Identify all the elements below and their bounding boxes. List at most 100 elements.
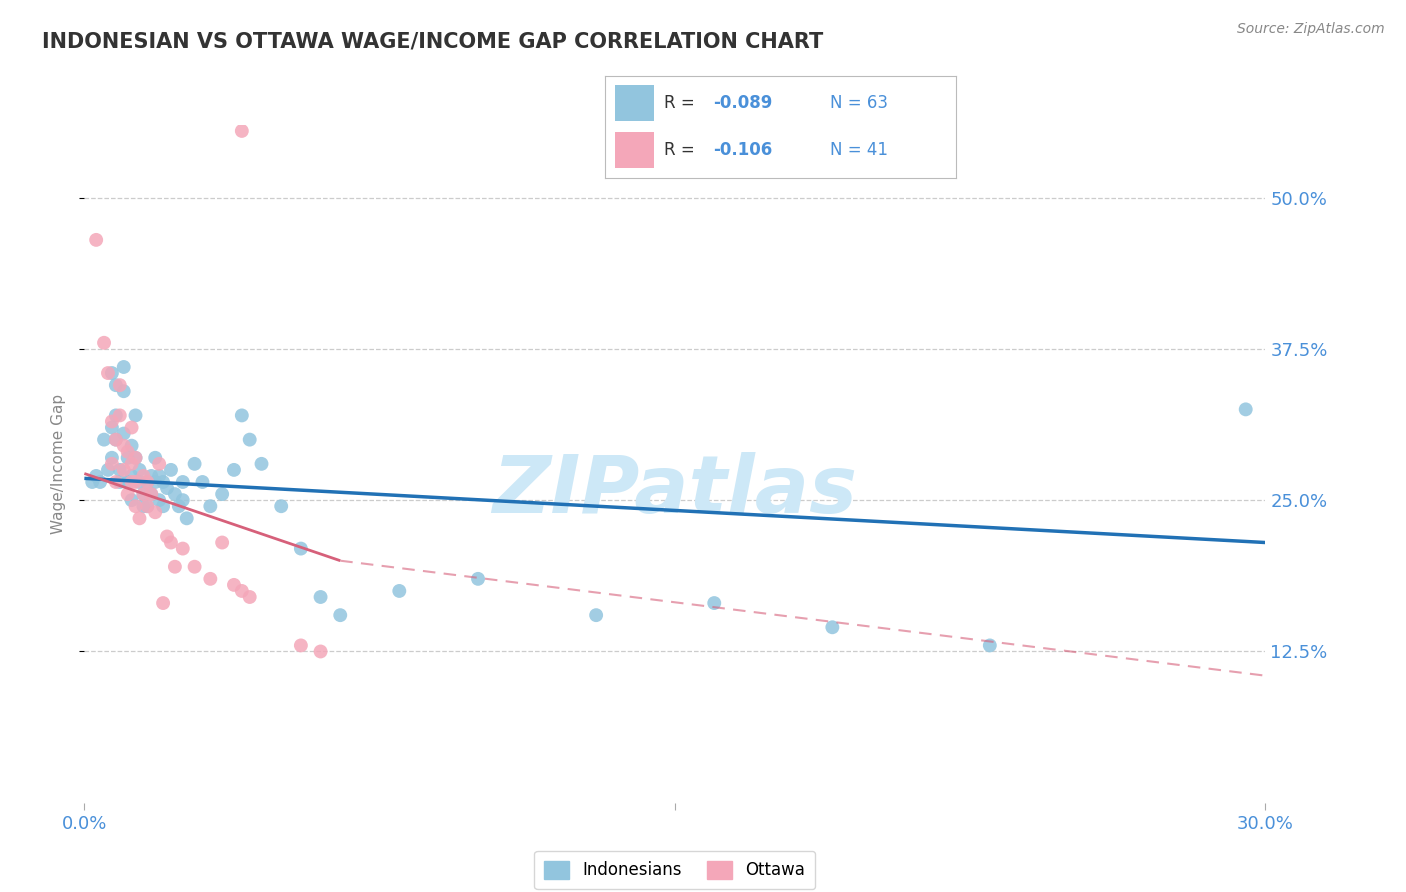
- Point: [585, 608, 607, 623]
- Point: [97, 463, 120, 477]
- Point: [309, 644, 332, 658]
- Point: [821, 620, 844, 634]
- Point: [143, 505, 166, 519]
- Point: [467, 572, 489, 586]
- Point: [93, 335, 115, 350]
- Point: [136, 500, 159, 514]
- Point: [136, 500, 159, 514]
- Point: [124, 450, 146, 465]
- Point: [132, 469, 155, 483]
- Point: [231, 409, 253, 423]
- Text: -0.089: -0.089: [713, 94, 773, 112]
- Point: [117, 475, 139, 489]
- Point: [163, 487, 186, 501]
- Point: [156, 481, 179, 495]
- Text: N = 41: N = 41: [830, 141, 887, 159]
- Point: [703, 596, 725, 610]
- Point: [101, 415, 124, 429]
- Point: [121, 420, 143, 434]
- Point: [329, 608, 352, 623]
- Point: [143, 450, 166, 465]
- Point: [121, 475, 143, 489]
- Point: [141, 487, 163, 501]
- Point: [132, 500, 155, 514]
- Text: ZIPatlas: ZIPatlas: [492, 452, 858, 530]
- Point: [84, 469, 107, 483]
- Point: [148, 457, 170, 471]
- Point: [89, 475, 111, 489]
- Point: [117, 487, 139, 501]
- Text: -0.106: -0.106: [713, 141, 773, 159]
- Point: [152, 475, 174, 489]
- Point: [112, 359, 135, 374]
- Point: [200, 500, 222, 514]
- Point: [112, 384, 135, 399]
- Point: [108, 475, 131, 489]
- Point: [128, 511, 150, 525]
- Point: [117, 444, 139, 458]
- Text: N = 63: N = 63: [830, 94, 887, 112]
- Point: [270, 500, 292, 514]
- Point: [167, 500, 190, 514]
- Point: [200, 572, 222, 586]
- Point: [309, 590, 332, 604]
- Point: [84, 233, 107, 247]
- Point: [172, 493, 194, 508]
- Point: [231, 124, 253, 138]
- Point: [176, 511, 198, 525]
- Point: [132, 487, 155, 501]
- Point: [152, 596, 174, 610]
- Point: [108, 378, 131, 392]
- Point: [121, 469, 143, 483]
- Point: [1234, 402, 1257, 417]
- Y-axis label: Wage/Income Gap: Wage/Income Gap: [51, 393, 66, 534]
- Point: [183, 559, 205, 574]
- Point: [156, 529, 179, 543]
- Point: [101, 457, 124, 471]
- Point: [93, 433, 115, 447]
- Point: [124, 450, 146, 465]
- Bar: [616, 85, 654, 121]
- Point: [136, 475, 159, 489]
- Point: [117, 450, 139, 465]
- Point: [290, 541, 312, 556]
- Bar: [616, 132, 654, 168]
- Point: [104, 475, 127, 489]
- Point: [152, 500, 174, 514]
- Point: [160, 463, 183, 477]
- Text: INDONESIAN VS OTTAWA WAGE/INCOME GAP CORRELATION CHART: INDONESIAN VS OTTAWA WAGE/INCOME GAP COR…: [42, 31, 824, 51]
- Point: [101, 450, 124, 465]
- Point: [128, 463, 150, 477]
- Point: [979, 639, 1001, 653]
- Point: [172, 475, 194, 489]
- Text: R =: R =: [665, 141, 700, 159]
- Point: [97, 366, 120, 380]
- Point: [239, 433, 262, 447]
- Text: R =: R =: [665, 94, 700, 112]
- Point: [388, 584, 411, 599]
- Point: [231, 584, 253, 599]
- Point: [124, 475, 146, 489]
- Point: [121, 457, 143, 471]
- Point: [141, 469, 163, 483]
- Point: [211, 487, 233, 501]
- Point: [112, 463, 135, 477]
- Point: [148, 493, 170, 508]
- Point: [82, 475, 104, 489]
- Point: [191, 475, 214, 489]
- Text: Source: ZipAtlas.com: Source: ZipAtlas.com: [1237, 22, 1385, 37]
- Point: [222, 463, 245, 477]
- Point: [101, 420, 124, 434]
- Point: [290, 639, 312, 653]
- Point: [239, 590, 262, 604]
- Point: [121, 439, 143, 453]
- Point: [101, 366, 124, 380]
- Point: [222, 578, 245, 592]
- Point: [211, 535, 233, 549]
- Point: [160, 535, 183, 549]
- Point: [124, 500, 146, 514]
- Point: [172, 541, 194, 556]
- Point: [104, 378, 127, 392]
- Point: [128, 475, 150, 489]
- Legend: Indonesians, Ottawa: Indonesians, Ottawa: [534, 851, 815, 889]
